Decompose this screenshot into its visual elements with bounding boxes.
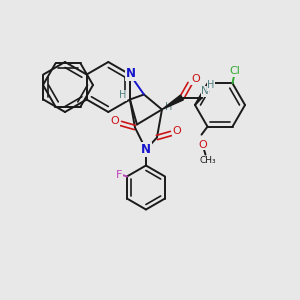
Text: N: N (126, 67, 136, 80)
Text: H: H (207, 80, 214, 91)
Text: O: O (111, 116, 119, 127)
Text: N: N (201, 86, 209, 97)
Text: O: O (198, 140, 207, 150)
Text: Cl: Cl (229, 66, 240, 76)
Text: F: F (116, 169, 122, 179)
Text: CH₃: CH₃ (199, 156, 216, 165)
Text: N: N (141, 143, 151, 156)
Polygon shape (162, 95, 183, 109)
Text: O: O (192, 74, 200, 85)
Text: H: H (119, 91, 127, 100)
Text: H: H (165, 103, 172, 112)
Text: O: O (172, 127, 181, 136)
